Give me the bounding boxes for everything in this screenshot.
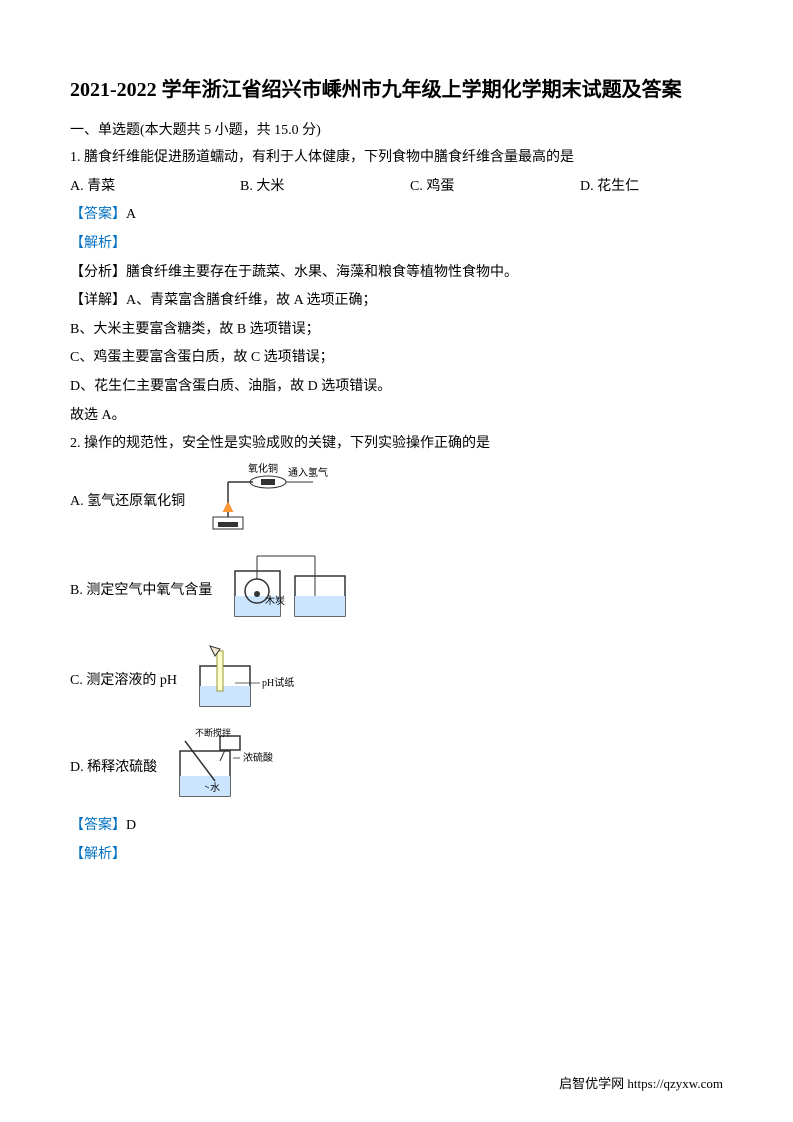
q1-analysis-label: 【解析】 bbox=[70, 231, 723, 258]
q1-detail2: B、大米主要富含糖类，故 B 选项错误； bbox=[70, 317, 723, 344]
diagram-b-label1: 木炭 bbox=[265, 595, 285, 607]
diagram-d-label1: 不断搅拌 bbox=[195, 727, 231, 738]
q1-detail3: C、鸡蛋主要富含蛋白质，故 C 选项错误； bbox=[70, 345, 723, 372]
diagram-d-label2: 浓硫酸 bbox=[243, 751, 273, 764]
q1-detail1: 【详解】A、青菜富含膳食纤维，故 A 选项正确； bbox=[70, 288, 723, 315]
q2-answer-label: 【答案】 bbox=[70, 818, 126, 833]
q1-text: 1. 膳食纤维能促进肠道蠕动，有利于人体健康，下列食物中膳食纤维含量最高的是 bbox=[70, 145, 723, 172]
q2-opt-c-row: C. 测定溶液的 pH pH试纸 bbox=[70, 641, 723, 722]
footer-text: 启智优学网 https://qzyxw.com bbox=[559, 1073, 723, 1092]
q1-answer-label: 【答案】 bbox=[70, 207, 126, 222]
q2-opt-d-row: D. 稀释浓硫酸 不断搅拌 浓硫酸 水 bbox=[70, 726, 723, 812]
q1-answer: 【答案】A bbox=[70, 202, 723, 229]
diagram-a-label2: 通入氢气 bbox=[288, 466, 328, 479]
q2-opt-b-row: B. 测定空气中氧气含量 木炭 bbox=[70, 546, 723, 637]
q2-opt-a-row: A. 氢气还原氧化铜 氧化铜 通入氢气 bbox=[70, 462, 723, 543]
diagram-a-label1: 氧化铜 bbox=[248, 462, 278, 475]
diagram-a-icon: 氧化铜 通入氢气 bbox=[193, 462, 333, 543]
q1-answer-value: A bbox=[126, 207, 136, 222]
diagram-d-icon: 不断搅拌 浓硫酸 水 bbox=[165, 726, 295, 812]
q2-opt-a-label: A. 氢气还原氧化铜 bbox=[70, 489, 185, 516]
q1-opt-a: A. 青菜 bbox=[70, 174, 240, 201]
q2-opt-d-label: D. 稀释浓硫酸 bbox=[70, 755, 157, 782]
q2-answer-value: D bbox=[126, 818, 136, 833]
page-title: 2021-2022 学年浙江省绍兴市嵊州市九年级上学期化学期末试题及答案 bbox=[70, 70, 723, 110]
diagram-b-icon: 木炭 bbox=[220, 546, 360, 637]
q1-conclusion: 故选 A。 bbox=[70, 403, 723, 430]
q1-options: A. 青菜 B. 大米 C. 鸡蛋 D. 花生仁 bbox=[70, 174, 723, 201]
diagram-d-label3: 水 bbox=[210, 782, 220, 794]
q1-detail4: D、花生仁主要富含蛋白质、油脂，故 D 选项错误。 bbox=[70, 374, 723, 401]
q2-answer: 【答案】D bbox=[70, 813, 723, 840]
q1-analysis1: 【分析】膳食纤维主要存在于蔬菜、水果、海藻和粮食等植物性食物中。 bbox=[70, 260, 723, 287]
diagram-c-icon: pH试纸 bbox=[185, 641, 305, 722]
section-header: 一、单选题(本大题共 5 小题，共 15.0 分) bbox=[70, 118, 723, 143]
q2-analysis-label: 【解析】 bbox=[70, 842, 723, 869]
q2-opt-c-label: C. 测定溶液的 pH bbox=[70, 668, 177, 695]
q2-opt-b-label: B. 测定空气中氧气含量 bbox=[70, 578, 212, 605]
q1-opt-b: B. 大米 bbox=[240, 174, 410, 201]
q1-opt-c: C. 鸡蛋 bbox=[410, 174, 580, 201]
q1-opt-d: D. 花生仁 bbox=[580, 174, 720, 201]
diagram-c-label1: pH试纸 bbox=[262, 676, 294, 689]
q2-text: 2. 操作的规范性，安全性是实验成败的关键，下列实验操作正确的是 bbox=[70, 431, 723, 458]
